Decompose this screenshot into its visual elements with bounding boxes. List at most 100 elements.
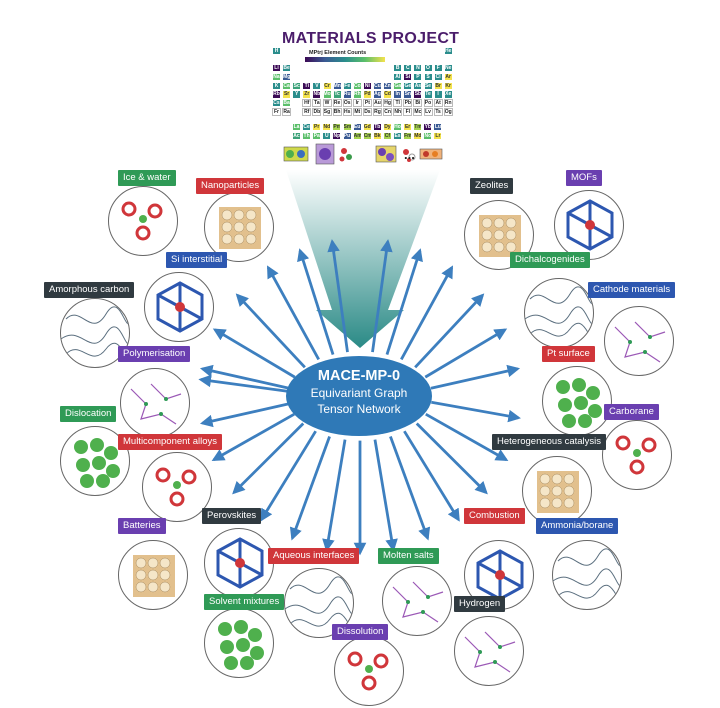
radial-arrow [322, 439, 347, 552]
crystal-icon-5 [403, 149, 416, 162]
element-cell: Ce [302, 123, 312, 132]
element-cell: Al [393, 72, 403, 81]
radial-arrow [199, 402, 290, 428]
application-label: Pt surface [542, 346, 595, 362]
element-cell: Hf [302, 99, 312, 108]
element-cell: Li [272, 64, 281, 73]
element-cell: Au [373, 99, 382, 108]
element-cell: Ne [443, 64, 453, 73]
radial-arrow [430, 364, 521, 390]
element-cell: Si [403, 72, 413, 81]
radial-arrow [425, 412, 509, 462]
radial-arrow [385, 248, 423, 356]
element-cell: Lu [433, 123, 443, 132]
element-cell: Ho [393, 123, 402, 132]
element-cell: Hs [342, 108, 352, 117]
application-label: Polymerisation [118, 346, 191, 362]
element-cell: Ga [393, 81, 403, 90]
element-cell: U [322, 131, 332, 140]
element-cell: Bi [413, 99, 423, 108]
application-image [382, 566, 452, 636]
application-image [524, 278, 594, 348]
application-image [334, 636, 404, 706]
radial-arrow [403, 430, 460, 522]
radial-arrow [211, 412, 295, 462]
element-cell: Ra [282, 108, 292, 117]
crystal-icon-6 [419, 148, 443, 160]
element-cell: F [433, 64, 443, 73]
element-cell: K [272, 81, 281, 90]
page-title: MATERIALS PROJECT [282, 30, 460, 47]
application-image [204, 608, 274, 678]
element-cell: Fl [403, 108, 413, 117]
element-cell: B [393, 64, 403, 73]
element-cell: Mo [322, 90, 332, 99]
element-cell: Y [292, 90, 302, 99]
element-cell: Db [312, 108, 322, 117]
application-image [542, 366, 612, 436]
element-cell: Os [342, 99, 352, 108]
application-label: Carborane [604, 404, 659, 420]
application-label: Hydrogen [454, 596, 506, 612]
radial-arrow [289, 435, 331, 541]
element-cell: Ti [302, 81, 312, 90]
crystal-icon-1 [283, 146, 309, 162]
element-cell: In [393, 90, 403, 99]
application-label: Aqueous interfaces [268, 548, 360, 564]
application-image [602, 420, 672, 490]
element-cell: Sr [282, 90, 292, 99]
application-label: Combustion [464, 508, 525, 524]
element-cell: La [292, 123, 301, 132]
application-label: Dissolution [332, 624, 389, 640]
radial-arrow [327, 239, 349, 353]
element-cell: Nd [322, 123, 332, 132]
application-image [552, 540, 622, 610]
radial-arrow [232, 422, 305, 495]
radial-arrow [212, 328, 296, 379]
element-cell: Es [393, 131, 402, 140]
element-cell: Tb [372, 123, 382, 132]
element-cell: Ge [403, 81, 413, 90]
application-label: Zeolites [470, 178, 514, 194]
element-cell: Yb [423, 123, 433, 132]
element-cell: Co [352, 81, 362, 90]
application-label: Dislocation [60, 406, 117, 422]
element-cell: C [403, 64, 413, 73]
element-cell: Ts [433, 108, 443, 117]
element-cell: Cf [382, 131, 392, 140]
element-cell: Ni [362, 81, 372, 90]
element-cell: Pr [312, 123, 322, 132]
application-label: Ice & water [118, 170, 176, 186]
application-image [522, 456, 592, 526]
radial-arrow [235, 293, 306, 369]
radial-arrow [260, 430, 317, 522]
radial-arrow [198, 374, 289, 393]
element-cell: Mg [282, 72, 292, 81]
application-label: MOFs [566, 170, 602, 186]
element-cell: Zr [302, 90, 312, 99]
element-cell: Br [433, 81, 443, 90]
element-cell: Np [332, 131, 342, 140]
application-image [142, 452, 212, 522]
element-cell: Cr [322, 81, 332, 90]
element-cell: Sc [292, 81, 302, 90]
element-cell: Be [282, 64, 292, 73]
colorbar-title: MPtrj Element Counts [309, 50, 367, 56]
element-cell: Er [403, 123, 413, 132]
element-cell: Ca [282, 81, 292, 90]
element-cell: Cm [362, 131, 372, 140]
application-label: Ammonia/borane [536, 518, 619, 534]
element-cell: Cn [383, 108, 393, 117]
element-cell: Xe [443, 90, 453, 99]
element-cell: Ds [362, 108, 372, 117]
application-label: Amorphous carbon [44, 282, 135, 298]
hub-subtitle-line1: Equivariant Graph [310, 386, 408, 400]
element-cell: N [413, 64, 423, 73]
element-cell: I [433, 90, 443, 99]
element-cell: Gd [362, 123, 372, 132]
element-cell: Ag [373, 90, 382, 99]
application-image [604, 306, 674, 376]
element-cell: Ac [292, 131, 301, 140]
